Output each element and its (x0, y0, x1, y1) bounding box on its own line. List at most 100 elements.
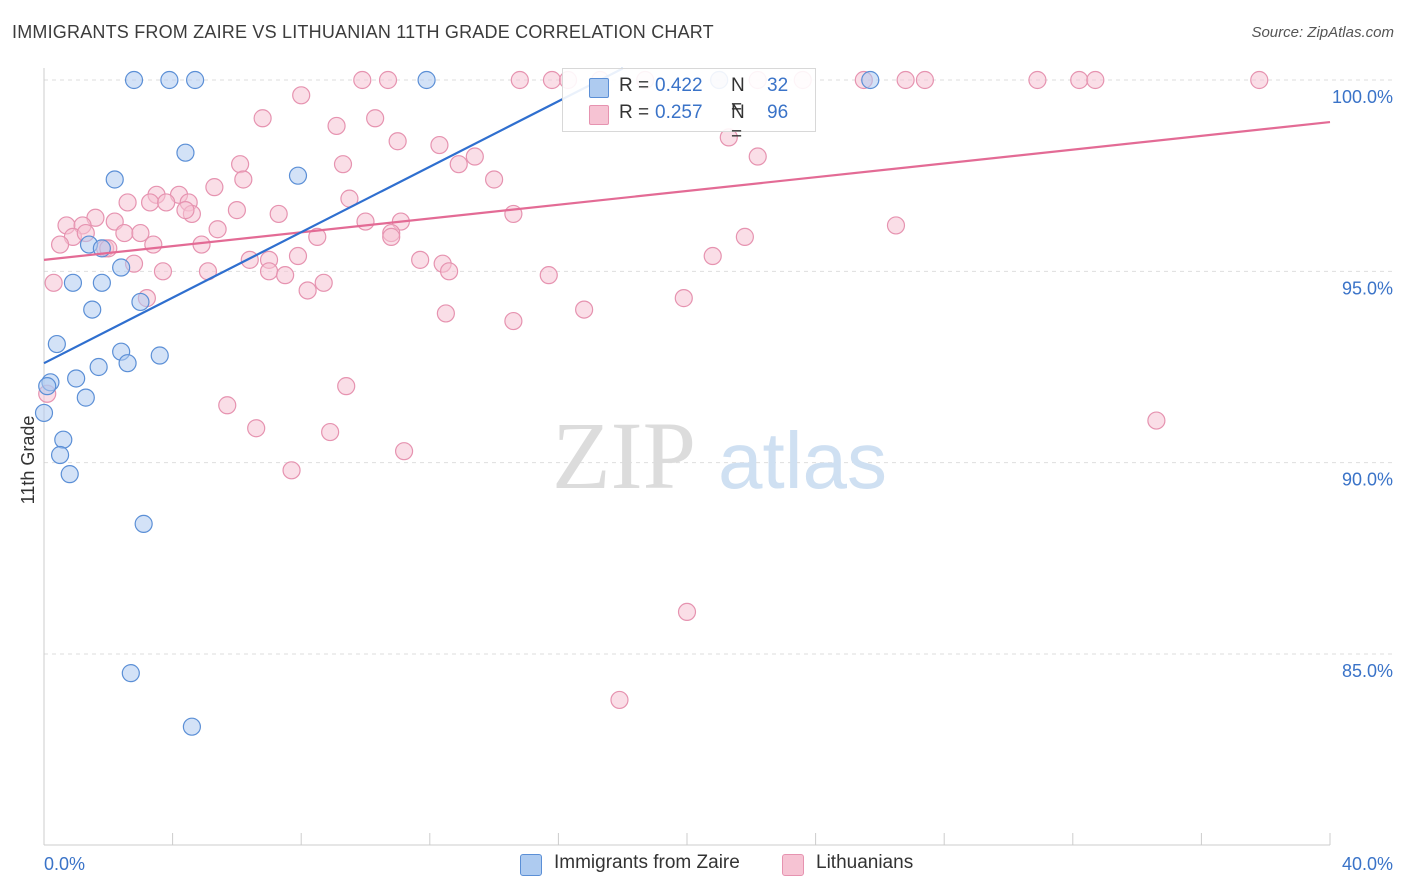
zaire-point (288, 166, 308, 185)
lithuanians-point (748, 147, 767, 166)
lithuanians-point (308, 227, 327, 246)
lithuanians-point (288, 246, 308, 266)
bottom-legend-label-lithuanians: Lithuanians (816, 852, 914, 873)
lithuanians-point (449, 155, 468, 174)
zaire-point (89, 357, 108, 377)
lithuanians-point (314, 273, 333, 292)
lithuanians-point (1028, 70, 1047, 90)
zaire-point (60, 465, 79, 484)
lithuanians-point (321, 422, 340, 442)
zaire-point (54, 430, 73, 449)
zaire-point (182, 717, 201, 736)
zaire-point (76, 388, 95, 407)
chart-title: IMMIGRANTS FROM ZAIRE VS LITHUANIAN 11TH… (12, 22, 714, 42)
lithuanians-point (439, 262, 459, 281)
lithuanians-point (208, 220, 227, 239)
zaire-point (118, 354, 137, 373)
lithuanians-point (157, 193, 176, 212)
lithuanians-point (231, 155, 250, 174)
zaire-point (417, 70, 436, 90)
y-tick-label: 85.0% (1342, 661, 1393, 681)
lithuanians-point (510, 70, 529, 90)
lithuanians-point (575, 300, 594, 319)
lithuanians-point (44, 273, 63, 292)
zaire-point (176, 143, 195, 162)
lithuanians-point (205, 178, 224, 197)
zaire-point (134, 514, 153, 533)
lithuanians-point (234, 170, 253, 189)
lithuanians-point (247, 419, 266, 438)
lithuanians-point (378, 70, 398, 90)
zaire-point (121, 664, 140, 683)
lithuanians-point (735, 227, 754, 246)
zaire-point (38, 377, 57, 396)
legend-r-value: 0.422 (655, 75, 703, 96)
legend-r-value: 0.257 (655, 102, 703, 123)
lithuanians-point (140, 193, 160, 212)
lithuanians-point (388, 132, 407, 151)
series-zaire (34, 70, 880, 736)
zaire-point (186, 70, 205, 90)
lithuanians-point (118, 193, 137, 212)
lithuanians-point (327, 116, 346, 136)
watermark-atlas: atlas (718, 416, 887, 505)
lithuanians-point (115, 223, 134, 243)
zaire-point (83, 300, 102, 319)
lithuanians-point (153, 262, 173, 281)
lithuanians-point (240, 250, 259, 269)
zaire-point (150, 346, 169, 365)
lithuanians-point (411, 250, 430, 269)
lithuanians-point (276, 266, 295, 285)
trendline-lithuanians (43, 120, 1331, 261)
lithuanians-point (542, 70, 562, 90)
lithuanians-point (218, 396, 237, 415)
lithuanians-point (144, 235, 163, 254)
lithuanians-point (674, 289, 693, 308)
trend-lines (43, 67, 1331, 365)
lithuanians-point (430, 135, 449, 155)
correlation-legend: R = 0.422 N = 32 R = 0.257 N = 96 (562, 68, 816, 145)
legend-n-value: 32 (767, 75, 789, 96)
lithuanians-point (504, 311, 523, 331)
y-tick-label: 95.0% (1342, 278, 1393, 298)
bottom-legend-swatch-lithuanians (782, 854, 804, 876)
lithuanians-point (1070, 70, 1089, 90)
zaire-point (131, 292, 150, 312)
axes (43, 68, 1331, 846)
x-tick-label-max: 40.0% (1342, 854, 1393, 874)
lithuanians-point (382, 227, 401, 246)
lithuanians-point (333, 155, 353, 174)
zaire-point (34, 403, 54, 423)
lithuanians-point (915, 70, 935, 90)
legend-n-value: 96 (767, 102, 789, 123)
source-label: Source: ZipAtlas.com (1251, 24, 1394, 41)
zaire-point (124, 70, 144, 90)
lithuanians-point (1086, 70, 1105, 90)
lithuanians-point (485, 170, 504, 189)
lithuanians-point (610, 690, 629, 710)
zaire-point (67, 369, 86, 388)
lithuanians-point (356, 212, 375, 231)
legend-n-label: N = (731, 102, 745, 145)
bottom-legend-label-zaire: Immigrants from Zaire (554, 852, 740, 873)
x-tick-label-min: 0.0% (44, 854, 85, 874)
y-tick-label: 90.0% (1342, 470, 1393, 490)
lithuanians-point (292, 86, 311, 105)
lithuanians-point (259, 262, 279, 281)
lithuanians-point (353, 70, 372, 90)
zaire-point (50, 445, 70, 465)
zaire-point (63, 273, 83, 292)
lithuanians-point (337, 377, 356, 396)
legend-r-label: R = (619, 75, 650, 96)
zaire-point (47, 334, 66, 354)
y-tick-label: 100.0% (1332, 87, 1393, 107)
lithuanians-point (394, 442, 414, 461)
y-axis-label: 11th Grade (18, 416, 38, 505)
lithuanians-point (1250, 70, 1269, 90)
legend-swatch-lithuanians (589, 105, 609, 125)
zaire-point (160, 70, 179, 90)
lithuanians-point (50, 235, 70, 254)
lithuanians-point (703, 246, 722, 266)
zaire-point (92, 273, 111, 292)
